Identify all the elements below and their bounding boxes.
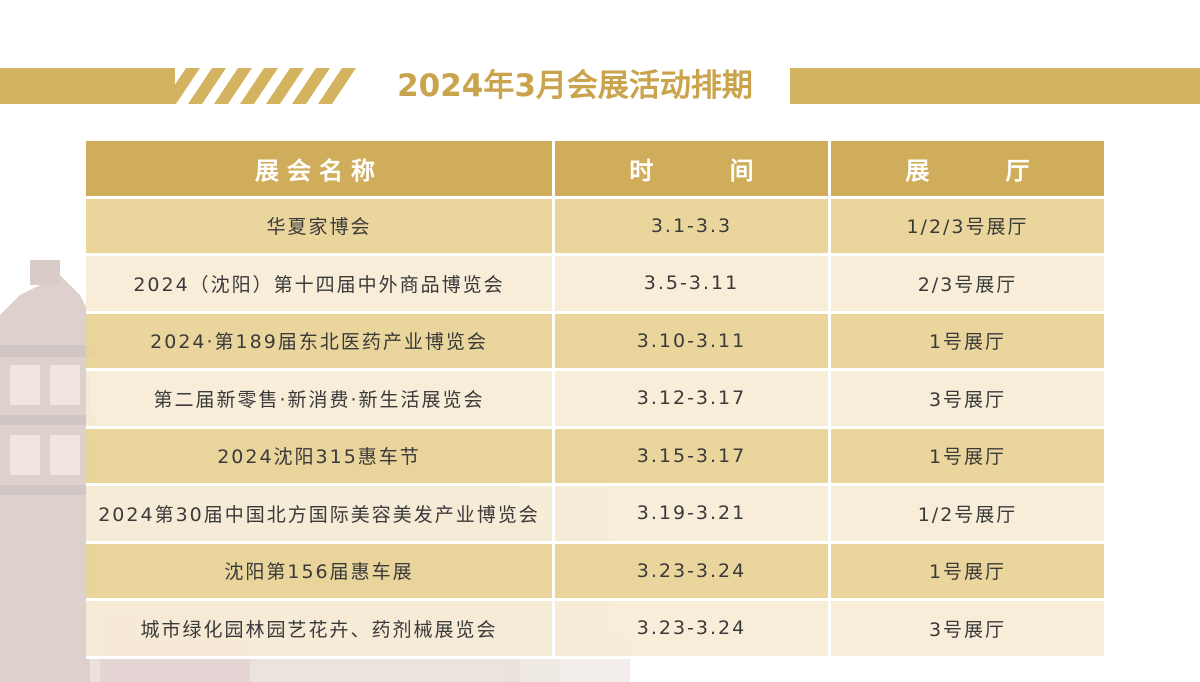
- title-band-left-stripes: [0, 68, 356, 104]
- exhibition-hall: 1/2/3号展厅: [831, 198, 1104, 256]
- exhibition-name: 2024·第189届东北医药产业博览会: [86, 313, 555, 371]
- exhibition-time: 3.23-3.24: [555, 601, 831, 659]
- exhibition-name: 第二届新零售·新消费·新生活展览会: [86, 371, 555, 429]
- table-row: 华夏家博会 3.1-3.3 1/2/3号展厅: [86, 198, 1104, 256]
- exhibition-hall: 1号展厅: [831, 543, 1104, 601]
- exhibition-name: 2024（沈阳）第十四届中外商品博览会: [86, 256, 555, 314]
- schedule-table: 展会名称 时 间 展 厅 华夏家博会 3.1-3.3 1/2/3号展厅 2024…: [86, 141, 1104, 659]
- exhibition-time: 3.10-3.11: [555, 313, 831, 371]
- table-row: 2024沈阳315惠车节 3.15-3.17 1号展厅: [86, 428, 1104, 486]
- exhibition-hall: 3号展厅: [831, 371, 1104, 429]
- exhibition-hall: 1号展厅: [831, 313, 1104, 371]
- table-header-row: 展会名称 时 间 展 厅: [86, 141, 1104, 199]
- table-row: 沈阳第156届惠车展 3.23-3.24 1号展厅: [86, 543, 1104, 601]
- exhibition-name: 城市绿化园林园艺花卉、药剂械展览会: [86, 601, 555, 659]
- page-title: 2024年3月会展活动排期: [397, 68, 753, 104]
- exhibition-time: 3.1-3.3: [555, 198, 831, 256]
- table-row: 2024·第189届东北医药产业博览会 3.10-3.11 1号展厅: [86, 313, 1104, 371]
- exhibition-name: 2024第30届中国北方国际美容美发产业博览会: [86, 486, 555, 544]
- header-exhibition-name: 展会名称: [86, 141, 555, 199]
- exhibition-time: 3.15-3.17: [555, 428, 831, 486]
- table-row: 第二届新零售·新消费·新生活展览会 3.12-3.17 3号展厅: [86, 371, 1104, 429]
- exhibition-name: 2024沈阳315惠车节: [86, 428, 555, 486]
- exhibition-time: 3.12-3.17: [555, 371, 831, 429]
- exhibition-hall: 3号展厅: [831, 601, 1104, 659]
- exhibition-hall: 2/3号展厅: [831, 256, 1104, 314]
- header-hall: 展 厅: [831, 141, 1104, 199]
- exhibition-time: 3.5-3.11: [555, 256, 831, 314]
- table-row: 2024（沈阳）第十四届中外商品博览会 3.5-3.11 2/3号展厅: [86, 256, 1104, 314]
- exhibition-name: 华夏家博会: [86, 198, 555, 256]
- table-row: 城市绿化园林园艺花卉、药剂械展览会 3.23-3.24 3号展厅: [86, 601, 1104, 659]
- title-band-right: [790, 68, 1200, 104]
- exhibition-name: 沈阳第156届惠车展: [86, 543, 555, 601]
- table-row: 2024第30届中国北方国际美容美发产业博览会 3.19-3.21 1/2号展厅: [86, 486, 1104, 544]
- exhibition-time: 3.19-3.21: [555, 486, 831, 544]
- exhibition-time: 3.23-3.24: [555, 543, 831, 601]
- header-time: 时 间: [555, 141, 831, 199]
- exhibition-hall: 1号展厅: [831, 428, 1104, 486]
- exhibition-hall: 1/2号展厅: [831, 486, 1104, 544]
